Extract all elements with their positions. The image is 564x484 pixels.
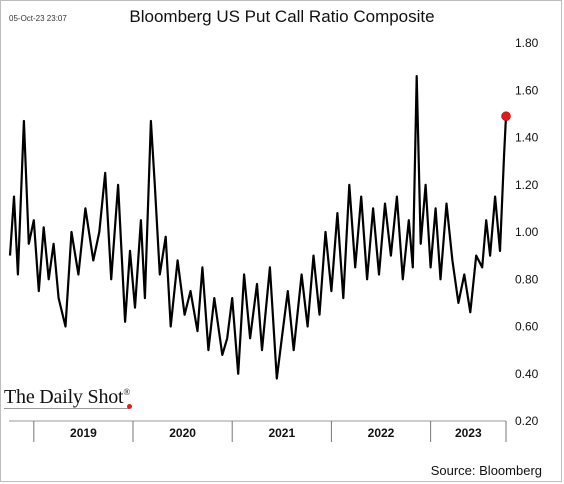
series-line — [8, 75, 508, 380]
y-tick-label: 1.60 — [515, 83, 539, 97]
brand-logo: The Daily Shot® — [4, 386, 130, 409]
y-tick-label: 1.80 — [515, 36, 539, 50]
y-tick-label: 1.40 — [515, 131, 539, 145]
brand-registered-mark: ® — [123, 387, 131, 397]
x-year-label: 2023 — [455, 426, 482, 440]
timestamp: 05-Oct-23 23:07 — [9, 14, 67, 23]
brand-name: The Daily Shot — [4, 386, 124, 408]
y-tick-label: 0.80 — [515, 272, 539, 286]
brand-dot — [127, 404, 132, 409]
x-year-label: 2022 — [368, 426, 395, 440]
y-tick-label: 1.20 — [515, 178, 539, 192]
y-tick-label: 0.40 — [515, 367, 539, 381]
x-year-label: 2020 — [169, 426, 196, 440]
brand-underline — [4, 408, 129, 409]
x-year-label: 2019 — [70, 426, 97, 440]
source-note: Source: Bloomberg — [430, 463, 542, 478]
x-year-label: 2021 — [268, 426, 295, 440]
latest-value-point — [501, 111, 511, 121]
y-tick-label: 0.20 — [515, 414, 539, 428]
chart-title: Bloomberg US Put Call Ratio Composite — [129, 7, 435, 26]
y-tick-label: 0.60 — [515, 320, 539, 334]
y-tick-label: 1.00 — [515, 225, 539, 239]
